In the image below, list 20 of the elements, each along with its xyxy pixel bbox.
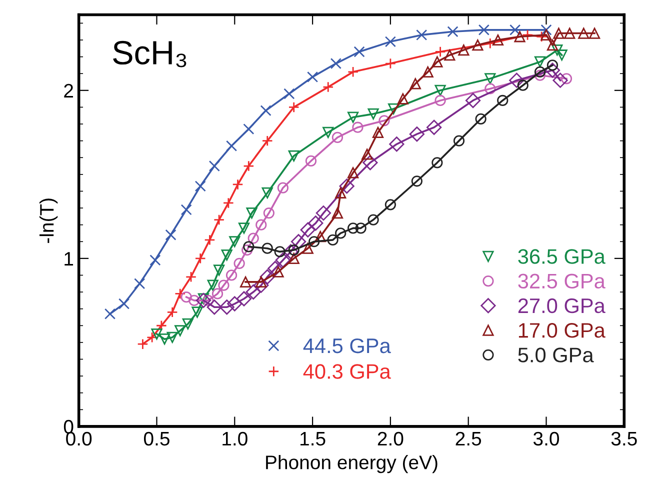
legend-label: 44.5 GPa — [303, 338, 391, 354]
x-tick-label: 3.5 — [611, 432, 637, 446]
y-tick-label: 1 — [64, 252, 74, 266]
legend-label: 27.0 GPa — [518, 298, 606, 314]
x-tick-label: 1.0 — [222, 432, 248, 446]
y-axis-title: -ln(T) — [39, 198, 58, 243]
x-tick-label: 2.0 — [378, 432, 404, 446]
legend-label: 32.5 GPa — [518, 274, 606, 289]
legend-label: 40.3 GPa — [303, 364, 391, 379]
x-tick-label: 0.5 — [144, 432, 170, 446]
x-tick-label: 3.0 — [533, 432, 560, 446]
y-tick-label: 2 — [64, 84, 74, 98]
legend-label: 17.0 GPa — [518, 323, 606, 338]
x-tick-label: 0.0 — [66, 432, 92, 446]
x-axis-title: Phonon energy (eV) — [266, 454, 438, 474]
legend-label: 36.5 GPa — [518, 249, 606, 264]
x-tick-label: 2.5 — [456, 432, 482, 446]
x-tick-label: 1.5 — [300, 432, 326, 446]
annotation: ScH₃ — [113, 40, 186, 68]
legend-label: 5.0 GPa — [518, 348, 594, 362]
